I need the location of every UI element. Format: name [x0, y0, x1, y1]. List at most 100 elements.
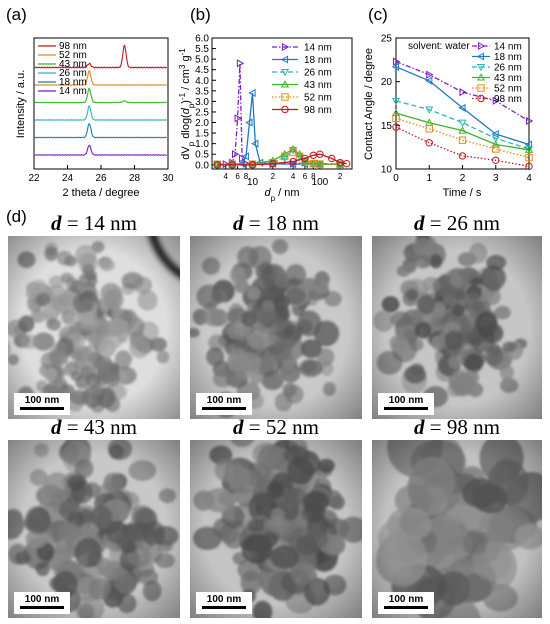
y-tick-label: 1.0	[195, 139, 209, 150]
data-point	[248, 161, 257, 169]
x-minor-tick-label: 2	[271, 172, 276, 181]
legend-label: 14 nm	[494, 42, 522, 53]
tem-title-value: = 43 nm	[62, 415, 137, 439]
series-line	[34, 44, 168, 69]
data-point	[425, 139, 433, 147]
data-point	[316, 160, 324, 168]
data-point	[491, 140, 500, 148]
data-point	[391, 62, 400, 71]
x-tick-label: 4	[526, 173, 532, 184]
scale-bar	[384, 407, 428, 410]
data-point	[231, 150, 240, 159]
panel-label-a: (a)	[6, 5, 27, 24]
scale-bar-label: 100 nm	[389, 594, 424, 605]
scale-bar-label: 100 nm	[389, 395, 424, 406]
data-point	[300, 160, 308, 169]
legend-label: 26 nm	[494, 63, 522, 74]
legend-label: 43 nm	[494, 73, 522, 84]
legend-label: 26 nm	[59, 68, 87, 79]
x-major-tick-label: 10	[247, 177, 259, 188]
data-point	[239, 154, 247, 163]
legend-marker	[477, 84, 485, 92]
data-point	[280, 149, 289, 158]
legend-marker	[280, 55, 289, 64]
data-point	[248, 88, 256, 97]
tem-title-symbol: d	[233, 211, 244, 235]
data-point	[392, 114, 400, 123]
y-tick-label: 6.0	[195, 34, 209, 45]
data-point	[458, 126, 467, 134]
data-point	[301, 154, 309, 163]
vignette	[8, 236, 180, 419]
x-minor-tick-label: 8	[311, 172, 316, 181]
data-point	[491, 135, 500, 143]
tem-title-symbol: d	[51, 415, 62, 439]
y-tick-label: 1.5	[195, 129, 209, 140]
x-tick-label: 26	[95, 173, 107, 184]
data-point	[280, 155, 289, 163]
legend-marker	[477, 94, 485, 103]
legend-label: 14 nm	[59, 86, 87, 97]
scale-bar	[384, 606, 428, 609]
data-point	[425, 106, 434, 114]
x-tick-label: 0	[393, 173, 399, 184]
legend-label: 43 nm	[59, 59, 87, 70]
legend-label: 18 nm	[304, 55, 332, 66]
data-point	[459, 88, 467, 97]
y-tick-label: 20	[381, 77, 393, 88]
y-axis-label: Intensity / a.u.	[15, 70, 27, 138]
legend-label: 52 nm	[494, 84, 522, 95]
legend-marker	[281, 105, 289, 114]
legend-marker	[476, 52, 485, 61]
y-tick-label: 3.0	[195, 97, 209, 108]
vignette	[190, 236, 362, 419]
tem-title-symbol: d	[414, 211, 425, 235]
y-tick-label: 5.0	[195, 55, 209, 66]
data-point	[458, 136, 467, 144]
legend-marker	[281, 42, 290, 52]
data-point	[525, 116, 534, 126]
tem-micrograph	[372, 236, 542, 419]
y-tick-label: 4.0	[195, 76, 209, 87]
series-line	[34, 144, 168, 156]
legend-label: 98 nm	[494, 94, 522, 105]
series-line	[395, 117, 530, 159]
legend-marker	[280, 68, 290, 77]
data-point	[458, 152, 467, 160]
tem-title-value: = 52 nm	[244, 415, 319, 439]
tem-title-value: = 98 nm	[425, 415, 500, 439]
data-point	[391, 108, 401, 117]
data-point	[336, 160, 345, 168]
tem-title-value: = 14 nm	[62, 211, 137, 235]
x-tick-label: 24	[62, 173, 74, 184]
tem-title: d = 98 nm	[414, 415, 500, 439]
tem-title: d = 18 nm	[233, 211, 319, 235]
y-tick-label: 2.0	[195, 118, 209, 129]
data-point	[458, 119, 467, 127]
panel-label-d: (d)	[6, 207, 27, 226]
x-minor-tick-label: 4	[224, 172, 229, 181]
y-tick-label: 15	[381, 121, 393, 132]
vignette	[372, 440, 542, 618]
series-line	[34, 122, 167, 139]
scale-bar-label: 100 nm	[207, 395, 242, 406]
series-line	[395, 126, 530, 168]
scale-bar-label: 100 nm	[25, 594, 60, 605]
legend-marker	[281, 93, 289, 101]
x-tick-label: 30	[162, 173, 174, 184]
x-axis-label: Time / s	[443, 187, 482, 199]
x-minor-tick-label: 8	[244, 172, 249, 181]
legend-label: 43 nm	[304, 80, 332, 91]
y-tick-label: 25	[381, 34, 393, 45]
data-point	[525, 162, 533, 171]
x-minor-tick-label: 6	[303, 172, 308, 181]
tem-micrograph	[8, 236, 180, 419]
data-point	[492, 145, 500, 153]
series-line	[395, 112, 530, 151]
data-point	[391, 97, 401, 106]
legend-marker	[476, 73, 486, 81]
data-point	[425, 76, 433, 85]
x-tick-label: 3	[493, 173, 499, 184]
tem-title: d = 14 nm	[51, 211, 137, 235]
